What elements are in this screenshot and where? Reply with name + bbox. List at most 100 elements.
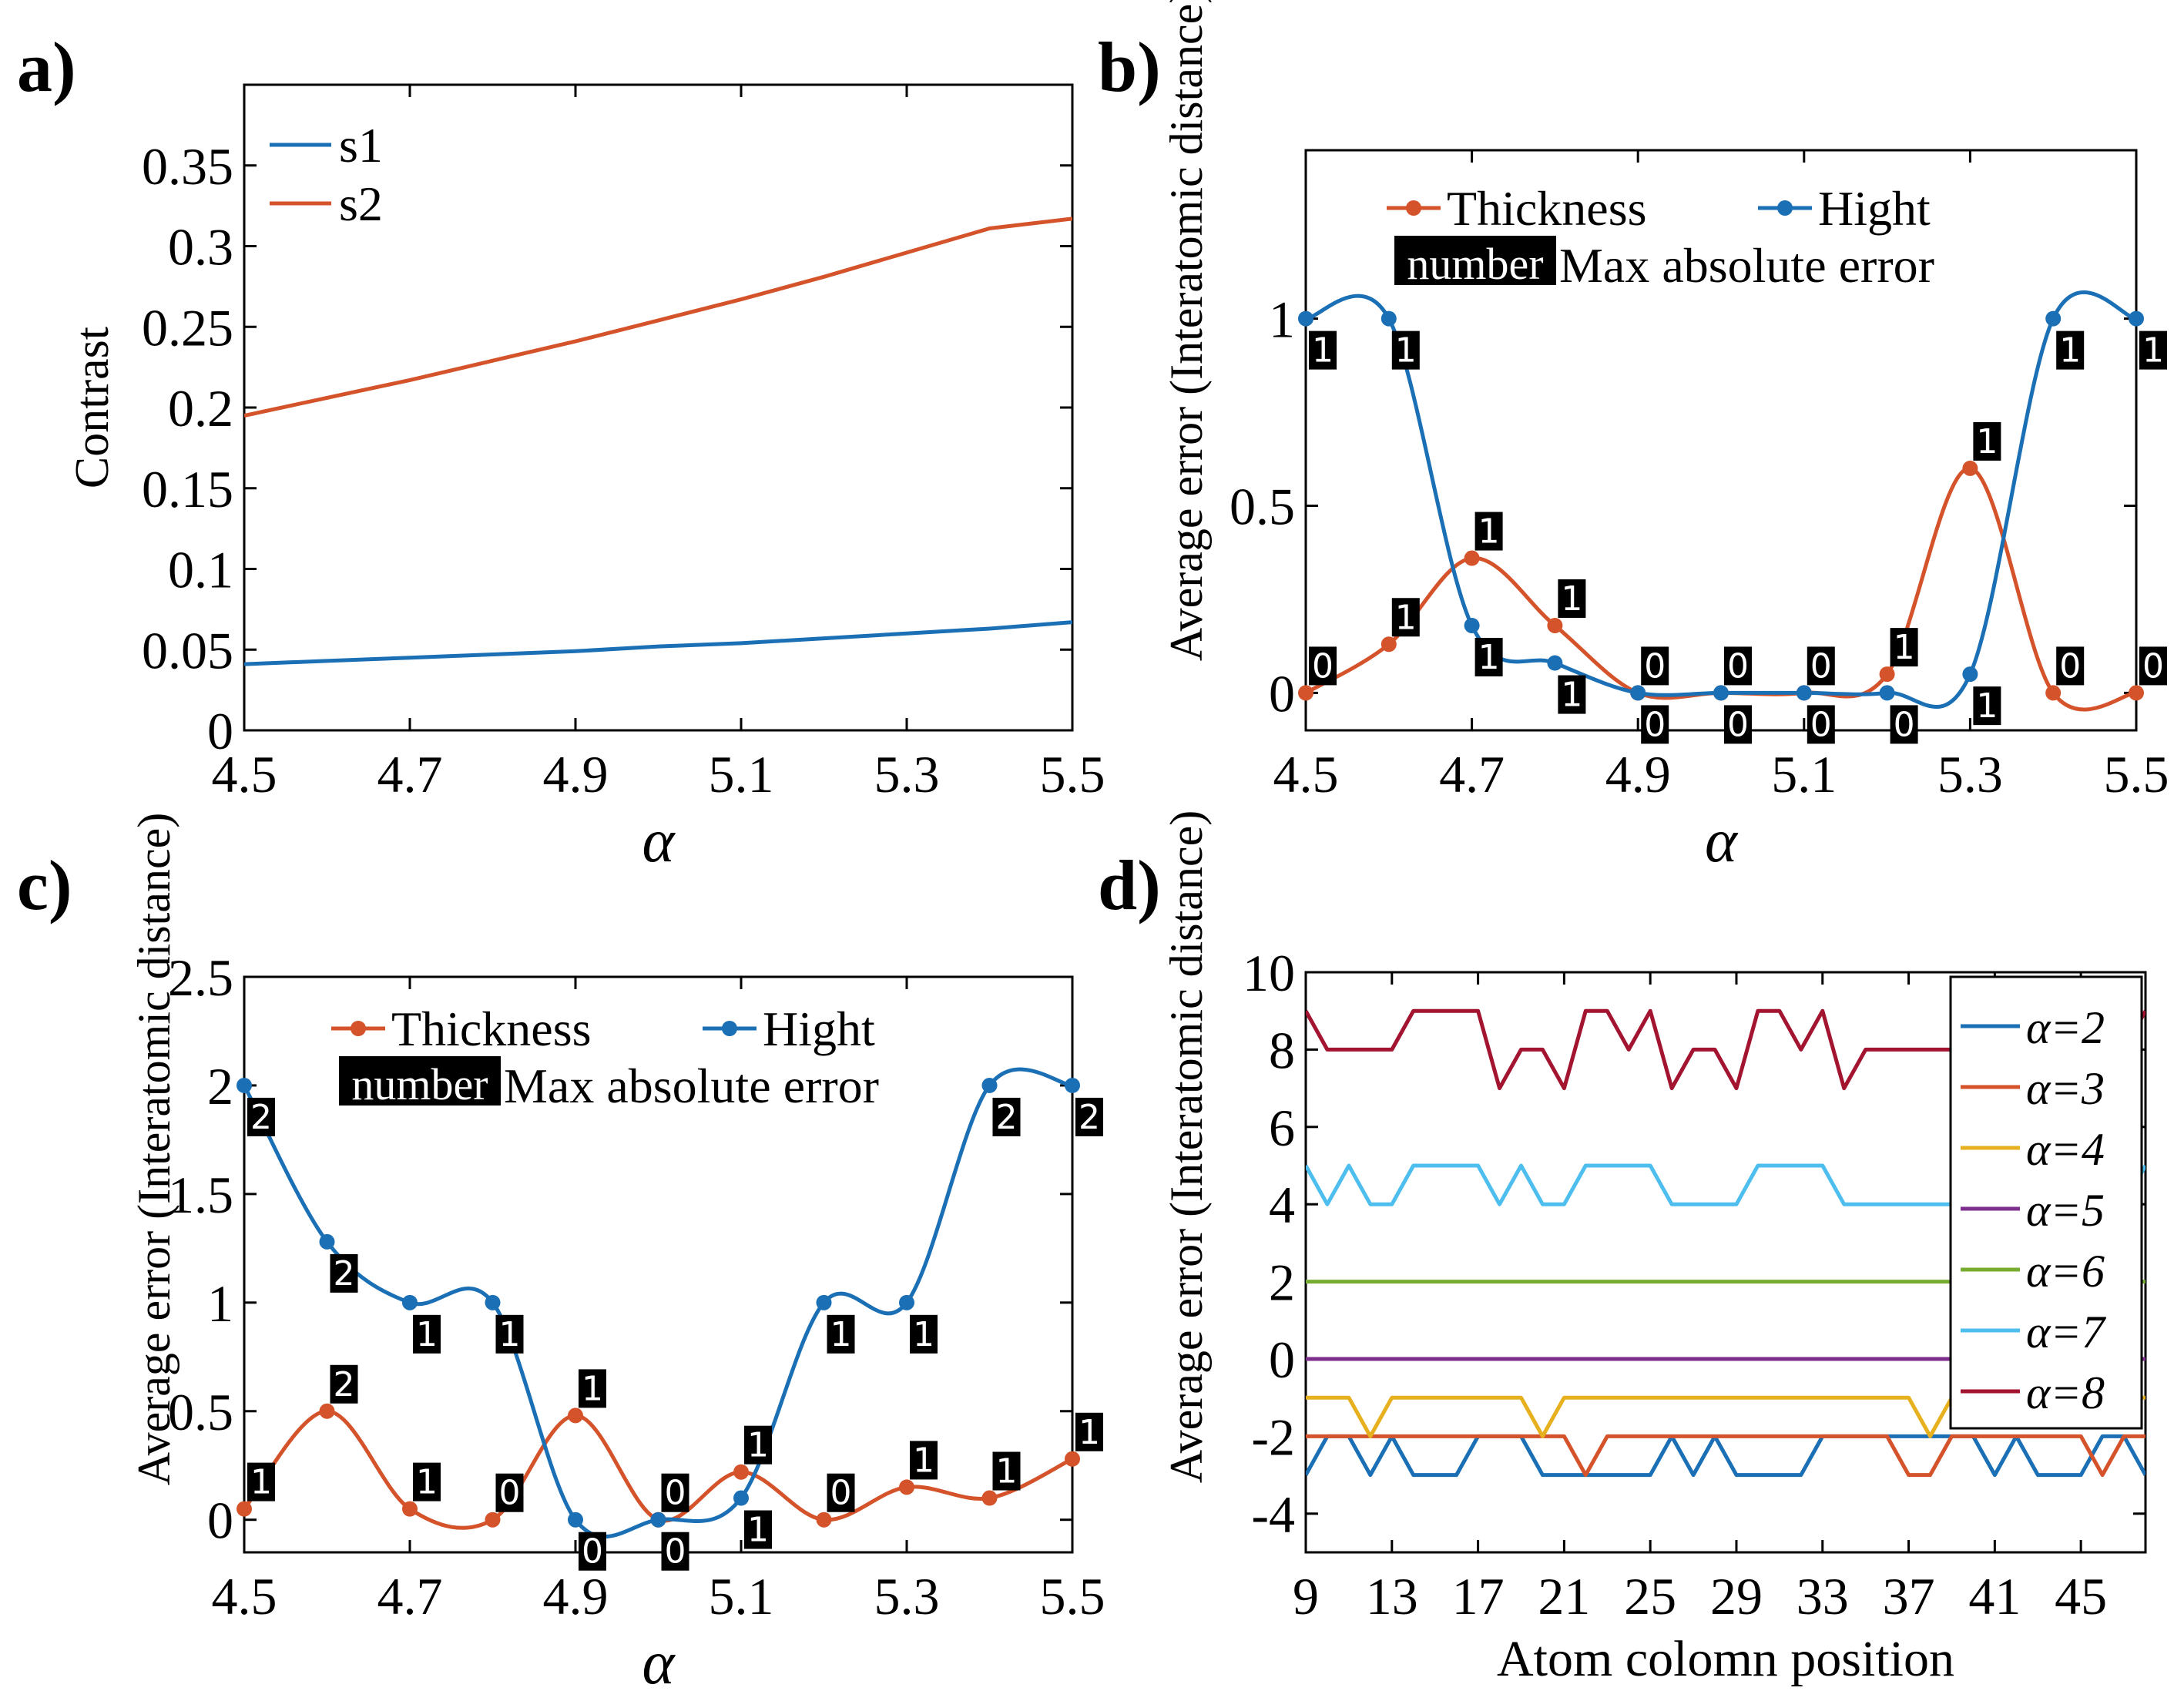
legend-label: α=8 [2026,1367,2105,1418]
data-point-Hight [1879,685,1895,701]
error-label-Hight: 1 [499,1315,521,1354]
error-label-box [1724,705,1752,744]
data-point-Thickness [1065,1451,1080,1467]
legend: α=2 α=3 α=4 α=5 α=6 α=7 α=8 [1949,975,2143,1430]
error-label-box [1807,646,1835,686]
error-label-box [579,1532,606,1571]
error-label-box [1641,705,1669,744]
error-label-box [495,1314,524,1354]
data-point-Thickness [816,1511,832,1528]
y-tick-label: 0.1 [168,541,233,599]
legend-label: α=3 [2026,1063,2105,1114]
plot-area [244,1067,1072,1539]
y-axis-label: Average error (Interatomic distance) [129,813,179,1485]
data-point-Hight [816,1294,832,1310]
x-tick-label: 25 [1624,1567,1676,1626]
data-point-Hight [2129,310,2144,327]
data-point-Hight [568,1511,583,1528]
error-label-box [579,1369,606,1408]
error-label-Thickness: 0 [2142,646,2164,686]
series-line-Hight [244,1067,1072,1539]
error-label-Thickness: 0 [1312,646,1334,686]
error-label-box [413,1462,441,1501]
series-line-α=2 [1306,1434,2145,1478]
legend: Thickness Hight number Max absolute error [1387,181,1934,293]
error-label-Thickness: 1 [1395,598,1417,637]
y-axis-label: Average error (Interatomic distance) [1161,0,1212,661]
x-tick-label: 4.5 [212,1567,277,1626]
x-tick-label: 5.3 [1937,745,2003,804]
error-label-Thickness: 0 [1727,646,1749,686]
y-tick-label: 0.35 [142,137,233,196]
data-point-Thickness [899,1479,914,1495]
series-line-s2 [244,216,1072,418]
data-point-Thickness [237,1501,252,1517]
y-tick-label: 1 [207,1274,233,1333]
data-point-Thickness [402,1501,418,1517]
error-label-Hight: 1 [2142,331,2164,371]
error-label-box [1558,579,1586,618]
legend-marker-Thickness [351,1021,366,1036]
legend: Thickness Hight number Max absolute error [331,1002,879,1113]
error-label-Hight: 1 [830,1315,852,1354]
error-label-Thickness: 1 [996,1452,1018,1491]
y-tick-label: 6 [1269,1099,1295,1157]
error-label-box [1807,705,1835,744]
legend-box [1949,975,2143,1430]
y-tick-label: 4 [1269,1176,1295,1234]
error-label-Hight: 1 [2059,331,2081,371]
x-tick-label: 4.7 [377,745,443,804]
error-label-box [661,1532,689,1571]
x-tick-label: 4.7 [377,1567,443,1626]
error-label-box [1558,675,1586,714]
y-tick-label: -2 [1251,1407,1295,1466]
legend-label: Thickness [391,1002,592,1056]
error-label-Thickness: 0 [830,1474,852,1513]
y-tick-label: 0 [1269,1330,1295,1389]
x-tick-label: 4.5 [212,745,277,804]
x-tick-label: 29 [1710,1567,1763,1626]
error-label-Hight: 0 [1644,705,1666,744]
error-label-box [910,1314,938,1354]
x-tick-label: 4.9 [543,1567,609,1626]
error-label-Hight: 2 [334,1254,355,1293]
x-tick-label: 4.7 [1439,745,1505,804]
y-tick-label: 10 [1243,944,1295,1002]
data-point-Hight [650,1511,666,1528]
error-label-box [1641,646,1669,686]
error-label-box [661,1473,689,1512]
x-tick-label: 5.1 [709,745,774,804]
data-point-Hight [733,1490,749,1506]
x-tick-label: 4.9 [543,745,609,804]
error-label-box [247,1462,275,1501]
error-label-Thickness: 1 [747,1426,769,1465]
error-label-Hight: 0 [582,1532,603,1572]
error-label-box [2056,646,2085,686]
data-point-Thickness [319,1403,335,1419]
panel-a: a) 4.5 4.7 4.9 5.1 5.3 5.5 0 0.05 0.1 0.15 0.2 0.25 0… [17,28,1105,875]
legend-label: s2 [339,176,383,231]
x-tick-label: 21 [1538,1567,1590,1626]
error-label-Hight: 1 [1976,686,1998,726]
y-axis-label: Contrast [66,327,119,488]
legend-label: s1 [339,118,383,173]
y-tick-label: 1 [1269,290,1295,349]
legend-marker-Hight [1777,200,1793,216]
error-label-box [1309,330,1337,370]
panel-label: a) [17,28,76,106]
series-line-Hight [1306,290,2136,709]
x-axis-label: Atom colomn position [1497,1631,1954,1687]
x-tick-label: 5.5 [2104,745,2169,804]
panel-label: d) [1098,846,1161,924]
error-label-box [1075,1412,1103,1451]
y-tick-label: 0.3 [168,218,233,277]
data-point-Hight [319,1233,335,1250]
legend-note-box-label: number [1407,239,1543,289]
x-tick-label: 5.3 [874,1567,940,1626]
error-label-box [992,1097,1021,1136]
y-axis-label: Average error (Interatomic distance) [1161,810,1212,1483]
error-label-Hight: 1 [747,1511,769,1550]
data-point-Thickness [2129,685,2144,701]
legend-label: α=6 [2026,1246,2105,1297]
